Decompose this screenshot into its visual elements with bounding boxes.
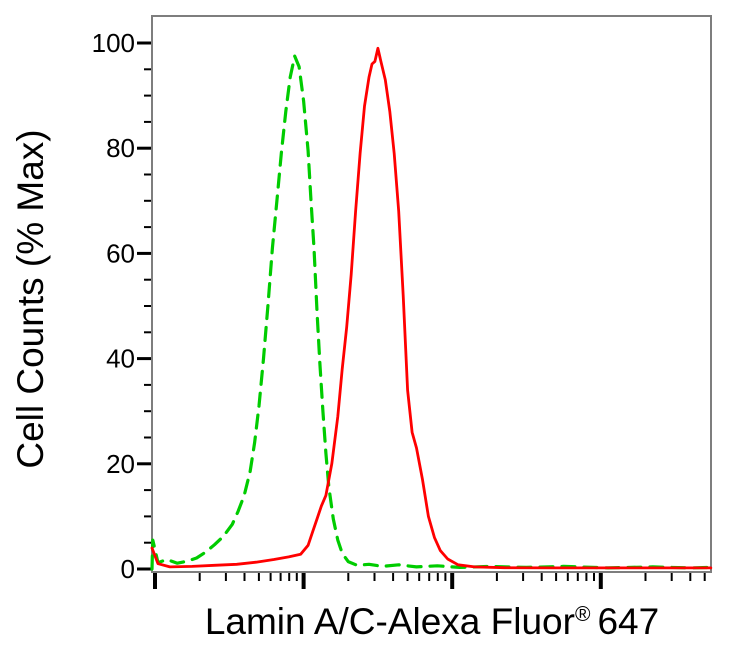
series-green-dashed-control <box>150 54 713 571</box>
y-tick-label: 100 <box>92 28 135 58</box>
y-tick-label: 60 <box>106 238 135 268</box>
y-tick-label: 20 <box>106 449 135 479</box>
x-axis-title-main: Lamin A/C-Alexa Fluor <box>204 601 575 642</box>
plot-frame <box>151 15 712 573</box>
series-red-solid-stained <box>150 46 713 570</box>
y-tick-label: 40 <box>106 344 135 374</box>
x-axis-title-suffix: 647 <box>597 601 660 642</box>
registered-trademark-icon: ® <box>574 603 591 626</box>
y-tick-label: 80 <box>106 133 135 163</box>
y-tick-label: 0 <box>121 554 135 584</box>
y-axis-title: Cell Counts (% Max) <box>10 129 51 469</box>
x-axis-title: Lamin A/C-Alexa Fluor® 647 <box>204 601 660 643</box>
